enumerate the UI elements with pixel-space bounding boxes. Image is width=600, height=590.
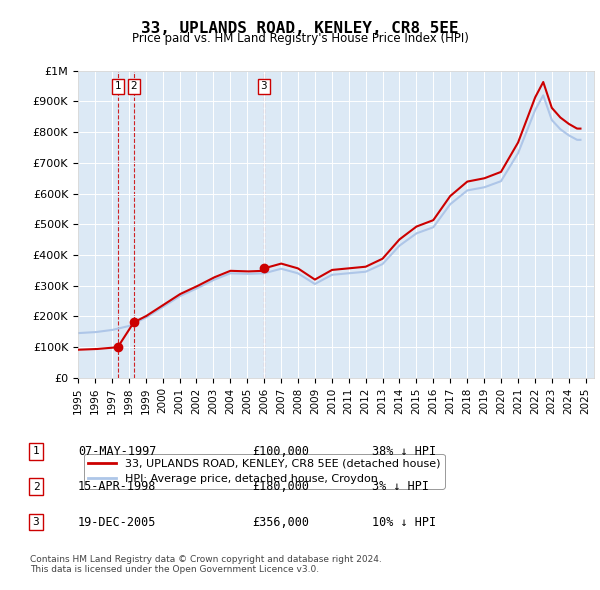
Text: 1: 1 [115, 81, 121, 91]
Legend: 33, UPLANDS ROAD, KENLEY, CR8 5EE (detached house), HPI: Average price, detached: 33, UPLANDS ROAD, KENLEY, CR8 5EE (detac… [83, 454, 445, 489]
Text: £356,000: £356,000 [252, 516, 309, 529]
Text: £180,000: £180,000 [252, 480, 309, 493]
Text: 10% ↓ HPI: 10% ↓ HPI [372, 516, 436, 529]
Text: Price paid vs. HM Land Registry's House Price Index (HPI): Price paid vs. HM Land Registry's House … [131, 32, 469, 45]
Text: 38% ↓ HPI: 38% ↓ HPI [372, 445, 436, 458]
Text: 15-APR-1998: 15-APR-1998 [78, 480, 157, 493]
Text: 3: 3 [32, 517, 40, 527]
Text: 3: 3 [260, 81, 267, 91]
Text: 19-DEC-2005: 19-DEC-2005 [78, 516, 157, 529]
Text: 33, UPLANDS ROAD, KENLEY, CR8 5EE: 33, UPLANDS ROAD, KENLEY, CR8 5EE [141, 21, 459, 35]
Text: 07-MAY-1997: 07-MAY-1997 [78, 445, 157, 458]
Text: Contains HM Land Registry data © Crown copyright and database right 2024.
This d: Contains HM Land Registry data © Crown c… [30, 555, 382, 574]
Text: 1: 1 [32, 447, 40, 456]
Text: £100,000: £100,000 [252, 445, 309, 458]
Text: 2: 2 [130, 81, 137, 91]
Text: 3% ↓ HPI: 3% ↓ HPI [372, 480, 429, 493]
Text: 2: 2 [32, 482, 40, 491]
